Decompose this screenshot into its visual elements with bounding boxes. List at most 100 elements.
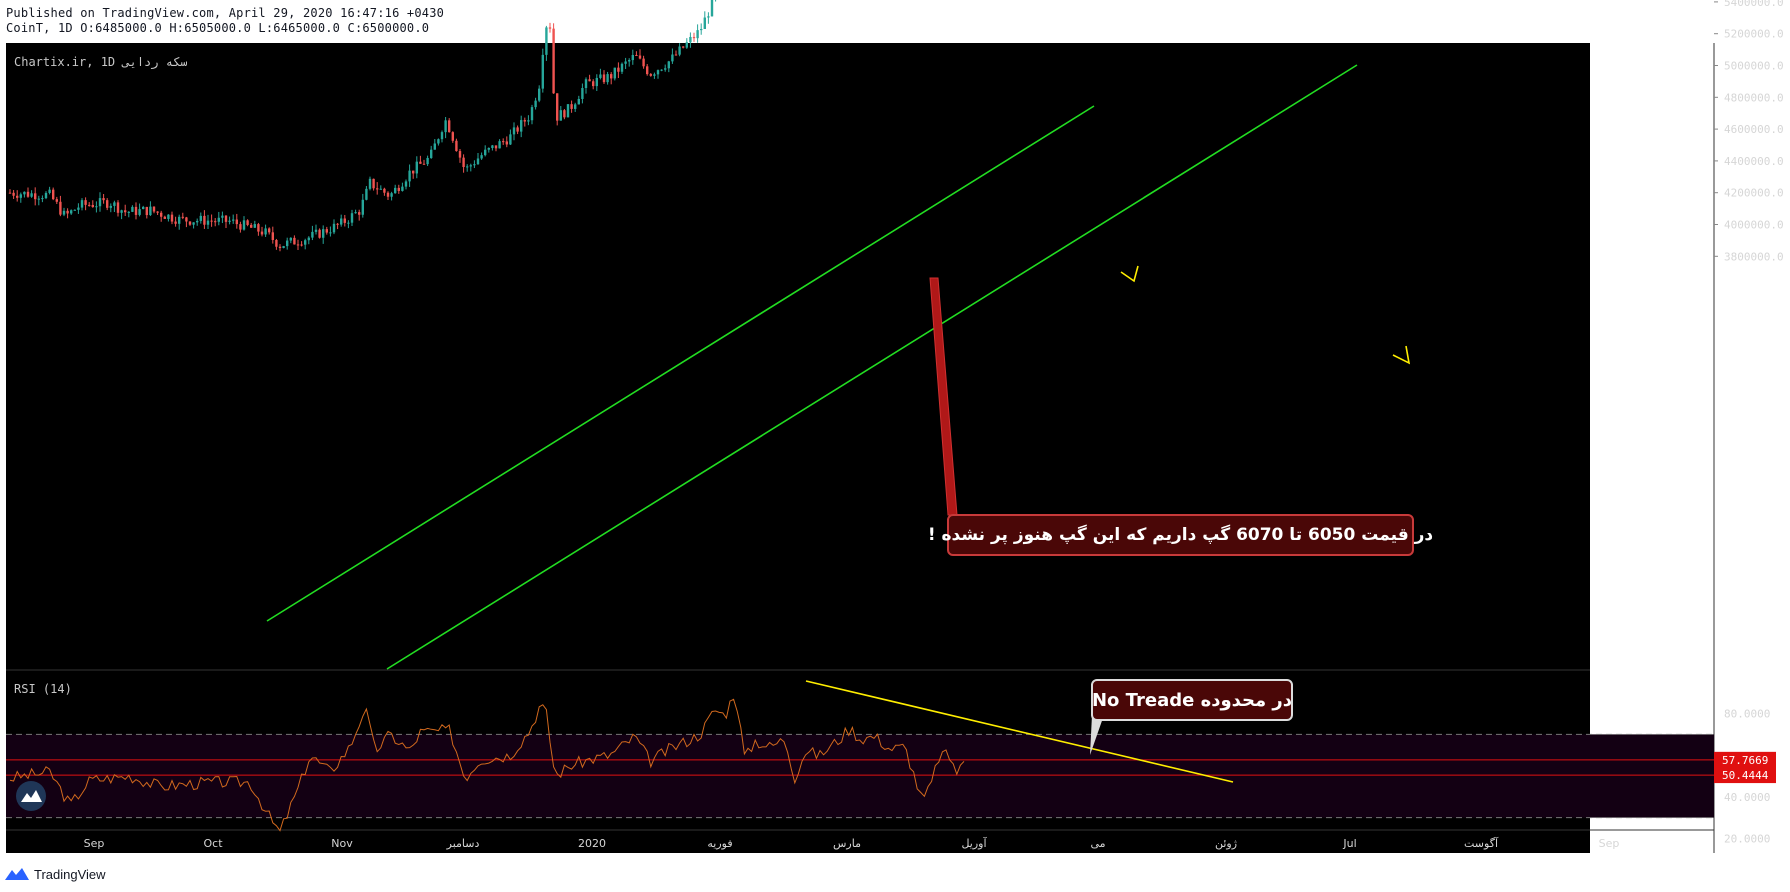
price-axis-label: 4800000.0 <box>1724 91 1784 104</box>
candle-body <box>286 240 289 247</box>
candle-body <box>642 58 645 67</box>
candle-body <box>505 141 508 145</box>
candle-body <box>624 61 627 64</box>
time-axis-label: 2020 <box>578 837 606 850</box>
candle-body <box>224 215 228 222</box>
candle-body <box>484 149 487 156</box>
time-axis-label: Jul <box>1342 837 1356 850</box>
rsi-band-fill <box>6 734 1714 818</box>
time-axis-label: Sep <box>84 837 105 850</box>
time-axis-label: دسامبر <box>446 837 480 850</box>
candle-body <box>620 63 624 72</box>
candle-body <box>379 188 382 190</box>
candle-body <box>41 198 44 200</box>
rsi-series-line <box>9 698 965 832</box>
candle-body <box>343 218 346 223</box>
candle-body <box>502 141 505 143</box>
candle-body <box>264 228 267 235</box>
candle-body <box>160 212 163 217</box>
candle-body <box>300 244 303 246</box>
price-axis-label: 5200000.0 <box>1724 28 1784 41</box>
rsi-axis-label: 20.0000 <box>1724 832 1770 845</box>
candle-body <box>113 202 116 206</box>
time-axis-label: آوریل <box>961 836 987 850</box>
candle-body <box>422 163 426 165</box>
candle-body <box>617 67 620 72</box>
candle-body <box>606 74 609 83</box>
tradingview-corner-logo[interactable] <box>16 781 46 811</box>
candle-body <box>296 244 300 246</box>
candle-body <box>95 206 98 208</box>
candle-body <box>631 54 634 61</box>
price-axis-label: 4600000.0 <box>1724 123 1784 136</box>
candle-body <box>523 120 526 122</box>
candle-body <box>570 104 573 109</box>
footer-brand[interactable]: TradingView <box>4 864 106 884</box>
projection-arrowhead-down <box>1120 265 1139 283</box>
candle-body <box>228 220 231 222</box>
candle-body <box>451 132 454 141</box>
candle-body <box>469 165 472 167</box>
candle-body <box>55 199 58 202</box>
candle-body <box>358 212 361 215</box>
candle-body <box>314 229 318 232</box>
candle-body <box>433 143 436 150</box>
tradingview-logo-icon <box>5 868 29 880</box>
candle-body <box>257 224 260 232</box>
candle-body <box>556 93 559 121</box>
candle-body <box>602 74 606 83</box>
candle-body <box>19 194 22 198</box>
candle-body <box>700 28 703 31</box>
candle-body <box>516 127 519 132</box>
candle-body <box>466 166 469 168</box>
candle-body <box>667 61 670 69</box>
candle-body <box>707 16 710 18</box>
candle-body <box>109 205 112 208</box>
candle-body <box>592 81 595 87</box>
candle-body <box>8 192 12 194</box>
candle-body <box>383 188 386 193</box>
candle-body <box>397 187 400 191</box>
candle-body <box>44 192 48 199</box>
candle-body <box>649 74 652 76</box>
candle-body <box>34 193 37 200</box>
candle-body <box>487 147 490 150</box>
candle-body <box>26 191 30 197</box>
candle-body <box>350 213 354 223</box>
candle-body <box>278 246 282 248</box>
candle-body <box>610 74 613 79</box>
candle-body <box>289 237 292 241</box>
candle-body <box>88 204 91 206</box>
rsi-axis-label: 40.0000 <box>1724 791 1770 804</box>
candle-body <box>430 149 433 158</box>
candle-body <box>566 104 570 118</box>
candle-body <box>480 155 483 159</box>
candle-body <box>62 210 66 215</box>
candle-body <box>473 164 476 166</box>
candle-body <box>574 104 577 109</box>
candle-body <box>365 188 368 200</box>
candle-body <box>66 210 69 214</box>
candle-body <box>552 28 555 94</box>
chart-background <box>6 43 1590 853</box>
candle-body <box>217 217 220 222</box>
candle-body <box>203 215 206 225</box>
time-axis-label: Nov <box>331 837 353 850</box>
candle-body <box>646 66 649 75</box>
candle-body <box>304 240 307 245</box>
candle-body <box>437 139 440 144</box>
candle-body <box>145 206 148 216</box>
candle-body <box>120 210 123 213</box>
candle-body <box>595 77 598 87</box>
candle-body <box>30 193 33 197</box>
candle-body <box>530 107 534 121</box>
price-axis-label: 4200000.0 <box>1724 187 1784 200</box>
candle-body <box>520 120 523 132</box>
rsi-highlight-label: 50.4444 <box>1722 769 1769 782</box>
footer-brand-label: TradingView <box>34 866 106 882</box>
candle-body <box>340 218 343 225</box>
candle-body <box>235 219 238 225</box>
candle-body <box>584 79 588 89</box>
candle-body <box>253 224 256 228</box>
